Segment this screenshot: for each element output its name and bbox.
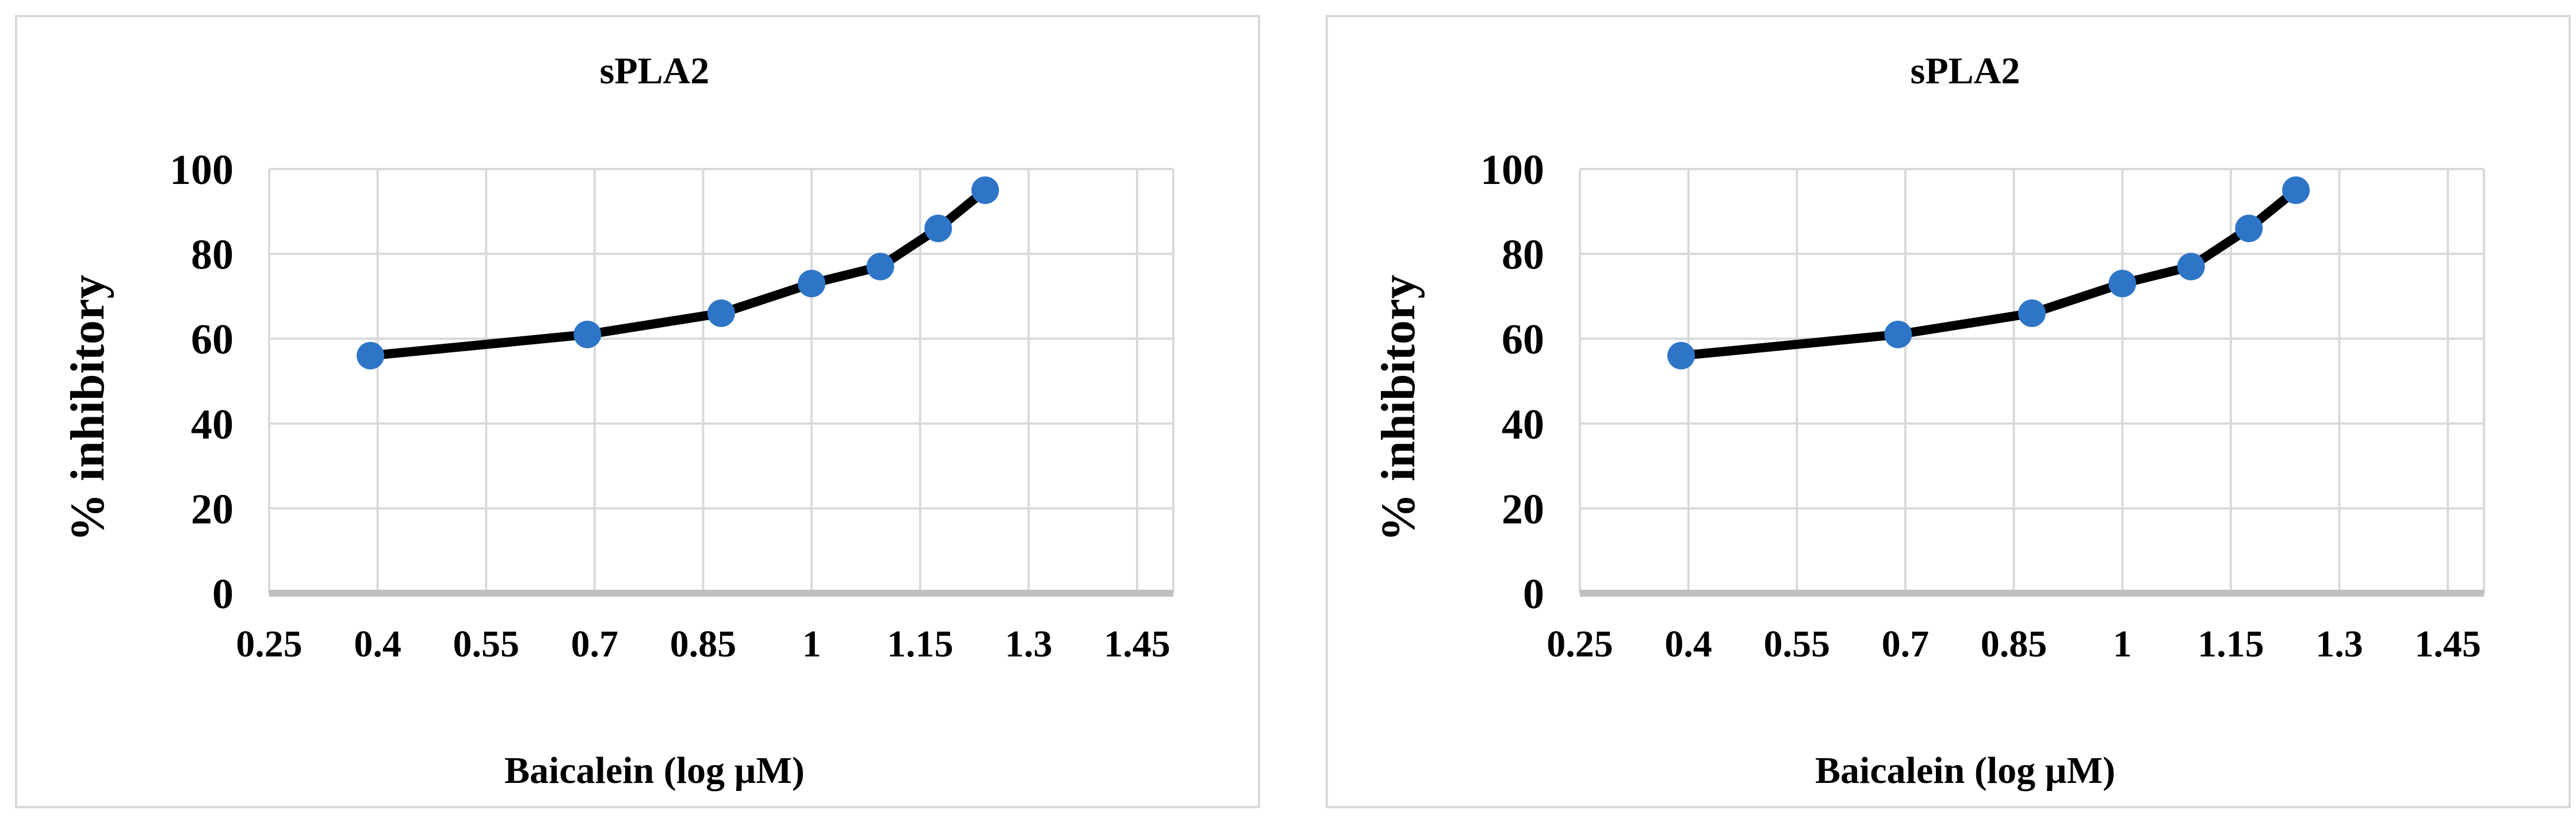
data-point xyxy=(1667,341,1695,370)
y-tick-label: 60 xyxy=(191,316,234,363)
data-point xyxy=(924,214,952,243)
data-point xyxy=(2282,176,2310,204)
x-tick-label: 0.4 xyxy=(1664,623,1712,665)
y-tick-label: 60 xyxy=(1502,316,1544,363)
x-tick-label: 0.7 xyxy=(571,623,619,665)
x-tick-label: 1.3 xyxy=(2315,623,2363,665)
x-tick-label: 0.25 xyxy=(1547,623,1613,665)
x-axis-label: Baicalein (log µM) xyxy=(504,750,805,792)
y-axis-label: % inhibitory xyxy=(61,275,114,541)
x-tick-label: 1 xyxy=(2113,623,2132,665)
x-tick-label: 1.15 xyxy=(2198,623,2264,665)
y-axis-label: % inhibitory xyxy=(1372,275,1425,541)
x-tick-label: 0.4 xyxy=(354,623,401,665)
y-tick-label: 40 xyxy=(1502,401,1544,448)
y-tick-label: 0 xyxy=(212,571,234,618)
data-point xyxy=(2177,252,2205,281)
data-point xyxy=(798,270,826,298)
x-tick-label: 1.45 xyxy=(1104,623,1170,665)
x-tick-label: 0.25 xyxy=(236,623,303,665)
data-point xyxy=(2018,299,2046,327)
y-tick-label: 80 xyxy=(191,232,234,279)
x-tick-label: 1 xyxy=(802,623,821,665)
y-tick-label: 80 xyxy=(1502,232,1544,279)
x-axis-label: Baicalein (log µM) xyxy=(1815,750,2115,792)
y-tick-label: 100 xyxy=(1480,147,1544,194)
y-tick-label: 40 xyxy=(191,401,234,448)
chart-panel-right: 0 20 40 60 80 100 0.25 0.4 0.55 0.7 0.85 1 1.15 1.3 1.… xyxy=(1326,15,2571,808)
x-tick-label: 0.85 xyxy=(670,623,737,665)
data-point xyxy=(866,252,894,281)
x-tick-label: 1.15 xyxy=(887,623,954,665)
x-tick-label: 1.45 xyxy=(2414,623,2481,665)
data-point xyxy=(2108,270,2137,298)
chart-svg-left: 0 20 40 60 80 100 0.25 0.4 0.55 0.7 0.85 1 1.15 1.3 1.… xyxy=(61,50,1174,792)
chart-title: sPLA2 xyxy=(600,50,710,92)
x-tick-label: 0.55 xyxy=(1764,623,1831,665)
series-line xyxy=(1676,185,2301,360)
y-tick-label: 20 xyxy=(1502,486,1544,533)
x-tick-label: 0.55 xyxy=(453,623,520,665)
chart-panel-left: 0 20 40 60 80 100 0.25 0.4 0.55 0.7 0.85 1 1.15 1.3 1.… xyxy=(15,15,1260,808)
data-point xyxy=(573,320,602,348)
y-tick-label: 0 xyxy=(1523,571,1544,618)
y-tick-label: 100 xyxy=(170,147,234,194)
x-tick-label: 1.3 xyxy=(1005,623,1052,665)
x-tick-label: 0.85 xyxy=(1981,623,2047,665)
data-point xyxy=(1884,320,1912,348)
data-point xyxy=(357,341,385,370)
chart-title: sPLA2 xyxy=(1911,50,2020,92)
y-tick-label: 20 xyxy=(191,486,234,533)
data-point xyxy=(2235,214,2263,243)
data-point xyxy=(707,299,735,327)
chart-svg-right: 0 20 40 60 80 100 0.25 0.4 0.55 0.7 0.85 1 1.15 1.3 1.… xyxy=(1372,50,2485,792)
x-tick-label: 0.7 xyxy=(1882,623,1930,665)
series-line xyxy=(366,185,990,360)
data-point xyxy=(971,176,1000,204)
